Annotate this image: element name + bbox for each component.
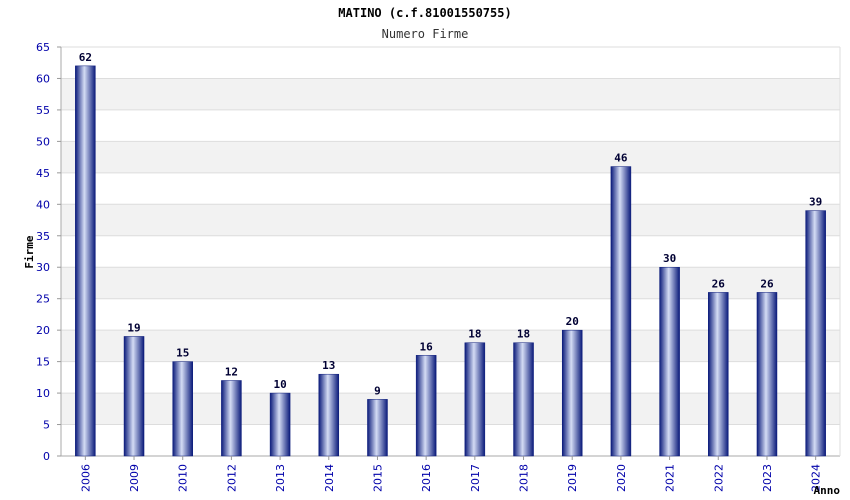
x-tick-label-2010: 2010	[177, 464, 190, 492]
bar-2006	[75, 65, 96, 457]
x-tick-label-2006: 2006	[79, 464, 92, 492]
data-label-2019: 20	[566, 315, 579, 328]
data-label-2010: 15	[176, 347, 189, 360]
x-tick-label-2021: 2021	[664, 464, 677, 492]
data-label-2020: 46	[614, 152, 628, 165]
chart-subtitle: Numero Firme	[382, 27, 469, 41]
x-tick-label-2012: 2012	[225, 464, 238, 492]
y-tick-label: 60	[36, 72, 50, 85]
y-tick-label: 50	[36, 135, 50, 148]
y-tick-label: 30	[36, 261, 50, 274]
grid-band	[61, 204, 840, 236]
y-tick-label: 35	[36, 230, 50, 243]
data-label-2012: 12	[225, 365, 238, 378]
grid-band	[61, 141, 840, 173]
y-tick-label: 10	[36, 387, 50, 400]
x-tick-label-2022: 2022	[712, 464, 725, 492]
y-tick-label: 25	[36, 293, 50, 306]
y-tick-label: 40	[36, 198, 50, 211]
y-tick-label: 45	[36, 167, 50, 180]
data-label-2017: 18	[468, 328, 481, 341]
bar-2021	[659, 266, 680, 457]
x-tick-label-2013: 2013	[274, 464, 287, 492]
bar-2023	[756, 292, 778, 457]
bar-2024	[805, 210, 826, 457]
data-label-2022: 26	[712, 277, 726, 290]
bar-2014	[318, 373, 340, 457]
chart-title: MATINO (c.f.81001550755)	[338, 6, 511, 20]
y-tick-label: 55	[36, 104, 50, 117]
x-tick-label-2017: 2017	[469, 464, 482, 492]
data-label-2009: 19	[127, 321, 140, 334]
bar-2009	[123, 336, 145, 457]
bar-2017	[464, 342, 486, 457]
data-label-2014: 13	[322, 359, 335, 372]
bar-2012	[221, 380, 242, 457]
bar-2016	[415, 355, 437, 457]
bar-2019	[561, 329, 583, 457]
bar-2013	[269, 392, 291, 457]
y-tick-label: 5	[43, 419, 50, 432]
y-tick-label: 20	[36, 324, 50, 337]
x-tick-label-2015: 2015	[371, 464, 384, 492]
x-tick-label-2018: 2018	[518, 464, 531, 492]
x-tick-label-2024: 2024	[810, 464, 823, 492]
bar-2020	[610, 166, 632, 457]
grid-band	[61, 78, 840, 110]
y-tick-label: 0	[43, 450, 50, 463]
x-tick-label-2016: 2016	[420, 464, 433, 492]
x-tick-label-2023: 2023	[761, 464, 774, 492]
bar-2015	[367, 399, 388, 457]
data-label-2016: 16	[420, 340, 434, 353]
data-label-2015: 9	[374, 384, 381, 397]
x-tick-label-2020: 2020	[615, 464, 628, 492]
data-label-2013: 10	[273, 378, 286, 391]
data-label-2024: 39	[809, 196, 822, 209]
data-label-2021: 30	[663, 252, 676, 265]
x-tick-label-2009: 2009	[128, 464, 141, 492]
x-axis-ticks: 2006 2009 2010 2012 2013 2014 2015 2016 2017 2018…	[79, 456, 823, 492]
data-label-2006: 62	[79, 51, 92, 64]
bar-2010	[172, 361, 193, 457]
x-tick-label-2014: 2014	[323, 464, 336, 492]
bars	[75, 65, 826, 457]
x-axis-label: Anno	[814, 484, 841, 497]
y-tick-label: 65	[36, 41, 50, 54]
data-label-2018: 18	[517, 328, 530, 341]
y-axis-label: Firme	[23, 235, 36, 268]
y-axis-ticks: 0 5 10 15 20 25 30 35 40 45 50 55 60 65	[36, 41, 61, 463]
bar-2022	[708, 292, 729, 457]
x-tick-label-2019: 2019	[566, 464, 579, 492]
y-tick-label: 15	[36, 356, 50, 369]
data-label-2023: 26	[760, 277, 774, 290]
data-labels: 62 19 15 12 10 13 9 16 18 18 20 46 30 26 26 39	[79, 51, 823, 397]
bar-2018	[513, 342, 534, 457]
